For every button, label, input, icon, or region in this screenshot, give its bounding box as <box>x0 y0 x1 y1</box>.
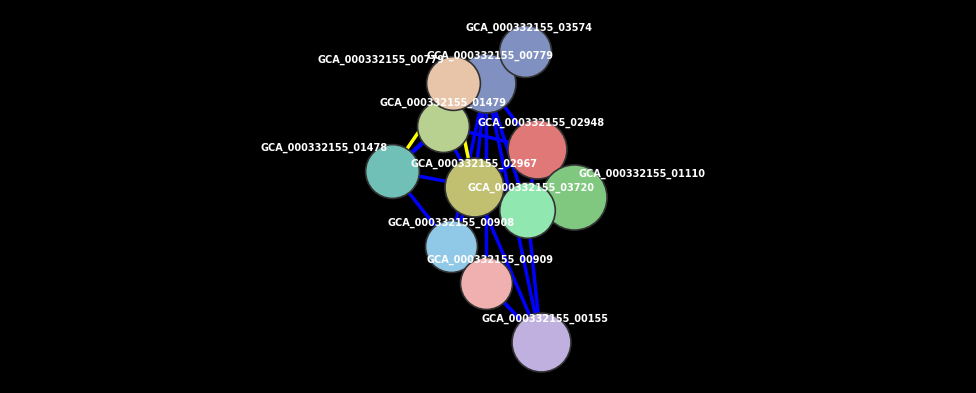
Text: GCA_000332155_00779: GCA_000332155_00779 <box>427 51 553 61</box>
Point <box>478 280 494 286</box>
Text: GCA_000332155_00779: GCA_000332155_00779 <box>318 55 445 65</box>
Point <box>478 79 494 86</box>
Point <box>519 207 535 213</box>
Text: GCA_000332155_00155: GCA_000332155_00155 <box>481 314 608 324</box>
Point <box>529 146 545 152</box>
Point <box>467 184 482 190</box>
Point <box>533 339 549 345</box>
Point <box>567 193 583 200</box>
Text: GCA_000332155_01110: GCA_000332155_01110 <box>579 169 706 179</box>
Text: GCA_000332155_02967: GCA_000332155_02967 <box>411 159 538 169</box>
Point <box>435 123 451 129</box>
Text: GCA_000332155_02948: GCA_000332155_02948 <box>477 118 604 128</box>
Text: GCA_000332155_00908: GCA_000332155_00908 <box>387 218 514 228</box>
Point <box>384 168 399 174</box>
Text: GCA_000332155_00909: GCA_000332155_00909 <box>427 255 553 265</box>
Text: GCA_000332155_03574: GCA_000332155_03574 <box>466 23 592 33</box>
Point <box>445 79 461 86</box>
Text: GCA_000332155_01478: GCA_000332155_01478 <box>261 143 387 153</box>
Text: GCA_000332155_03720: GCA_000332155_03720 <box>468 182 594 193</box>
Text: GCA_000332155_01479: GCA_000332155_01479 <box>380 98 507 108</box>
Point <box>517 48 533 54</box>
Point <box>443 242 459 249</box>
